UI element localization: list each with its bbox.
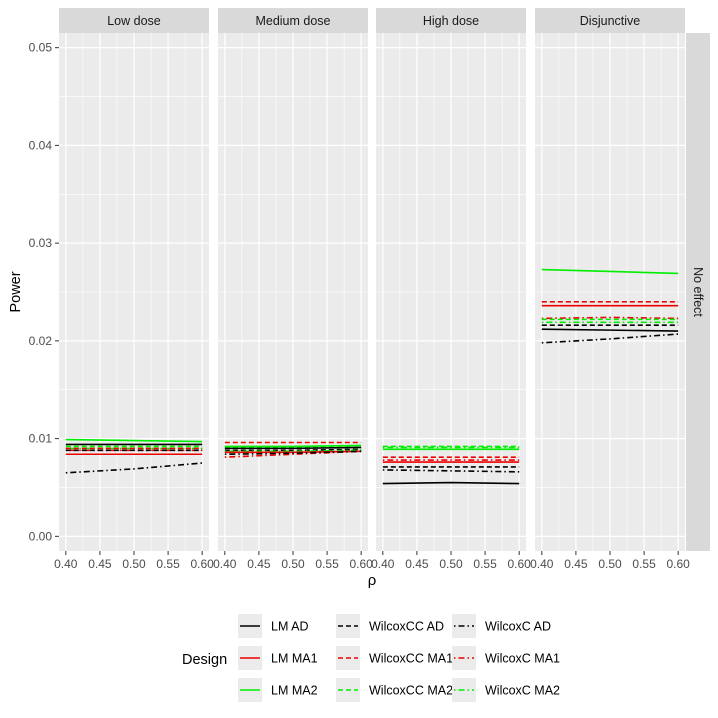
facet-title: High dose (423, 14, 479, 28)
facet-strip (218, 8, 368, 33)
legend-item: LM MA2 (238, 678, 318, 702)
facet-panel: High dose 0.40 0.45 0.50 0.55 0.60 (371, 8, 531, 571)
facet-panel: Medium dose 0.40 0.45 0.50 0.55 0.60 (213, 8, 373, 571)
y-tick-label: 0.00 (29, 529, 53, 543)
series-line-wilcoxc-ad (65, 462, 203, 474)
x-tick-label: 0.60 (350, 557, 374, 571)
legend-label: WilcoxC AD (485, 620, 551, 634)
legend-label: WilcoxCC MA2 (369, 684, 453, 698)
legend-item: LM MA1 (238, 646, 318, 670)
x-tick-label: 0.40 (54, 557, 78, 571)
x-tick-label: 0.40 (213, 557, 237, 571)
facet-panel: Disjunctive 0.40 0.45 0.50 0.55 0.60 (530, 8, 690, 571)
legend-item: WilcoxCC MA1 (336, 646, 453, 670)
y-tick-label: 0.02 (29, 334, 53, 348)
facet-panel: Low dose 0.40 0.45 0.50 0.55 0.60 (54, 8, 214, 571)
series-line-wilcoxcc-ad (224, 448, 362, 452)
facet-strip (535, 8, 685, 33)
legend-label: WilcoxCC MA1 (369, 652, 453, 666)
legend-label: WilcoxC MA1 (485, 652, 560, 666)
x-tick-label: 0.50 (439, 557, 463, 571)
x-tick-label: 0.45 (88, 557, 112, 571)
legend-item: WilcoxC MA2 (452, 678, 560, 702)
legend-title: Design (182, 652, 227, 668)
y-axis-title: Power (8, 271, 24, 312)
legend-item: WilcoxCC MA2 (336, 678, 453, 702)
series-line-lm-ad (224, 446, 362, 450)
x-tick-label: 0.55 (473, 557, 497, 571)
facet-title: Low dose (107, 14, 161, 28)
legend-label: LM AD (271, 620, 309, 634)
y-tick-label: 0.01 (29, 432, 53, 446)
legend-label: WilcoxC MA2 (485, 684, 560, 698)
row-facet-label: No effect (691, 267, 705, 317)
legend: Design LM AD LM MA1 LM MA2 WilcoxCC AD Wilcox… (182, 614, 560, 702)
y-tick-label: 0.04 (29, 138, 53, 152)
x-axis-title: ρ (368, 572, 377, 589)
y-tick-label: 0.05 (29, 41, 53, 55)
legend-label: WilcoxCC AD (369, 620, 444, 634)
series-line-lm-ma2 (65, 438, 203, 443)
x-tick-label: 0.55 (315, 557, 339, 571)
x-tick-label: 0.50 (122, 557, 146, 571)
legend-label: LM MA2 (271, 684, 318, 698)
x-tick-label: 0.60 (191, 557, 215, 571)
legend-item: WilcoxCC AD (336, 614, 444, 638)
x-tick-label: 0.40 (371, 557, 395, 571)
x-tick-label: 0.55 (632, 557, 656, 571)
legend-item: WilcoxC MA1 (452, 646, 560, 670)
row-facet-strip (686, 33, 710, 551)
legend-item: WilcoxC AD (452, 614, 551, 638)
x-tick-label: 0.50 (598, 557, 622, 571)
series-line-lm-ad (382, 481, 520, 485)
series-line-lm-ad (541, 328, 679, 332)
facet-title: Medium dose (255, 14, 330, 28)
facet-title: Disjunctive (580, 14, 640, 28)
x-tick-label: 0.40 (530, 557, 554, 571)
legend-label: LM MA1 (271, 652, 318, 666)
x-tick-label: 0.60 (508, 557, 532, 571)
legend-item: LM AD (238, 614, 309, 638)
y-tick-label: 0.03 (29, 236, 53, 250)
x-tick-label: 0.60 (667, 557, 691, 571)
series-line-wilcoxc-ad (382, 469, 520, 473)
series-line-wilcoxc-ad (541, 333, 679, 344)
x-tick-label: 0.50 (281, 557, 305, 571)
series-line-wilcoxc-ma1 (541, 316, 679, 320)
facet-strip (376, 8, 526, 33)
series-line-lm-ma2 (541, 268, 679, 275)
x-tick-label: 0.45 (405, 557, 429, 571)
x-tick-label: 0.55 (156, 557, 180, 571)
series-line-wilcoxc-ma2 (224, 449, 362, 453)
series-line-lm-ma2 (224, 444, 362, 448)
x-tick-label: 0.45 (564, 557, 588, 571)
x-tick-label: 0.45 (247, 557, 271, 571)
series-line-wilcoxc-ad (224, 450, 362, 456)
facet-strip (59, 8, 209, 33)
